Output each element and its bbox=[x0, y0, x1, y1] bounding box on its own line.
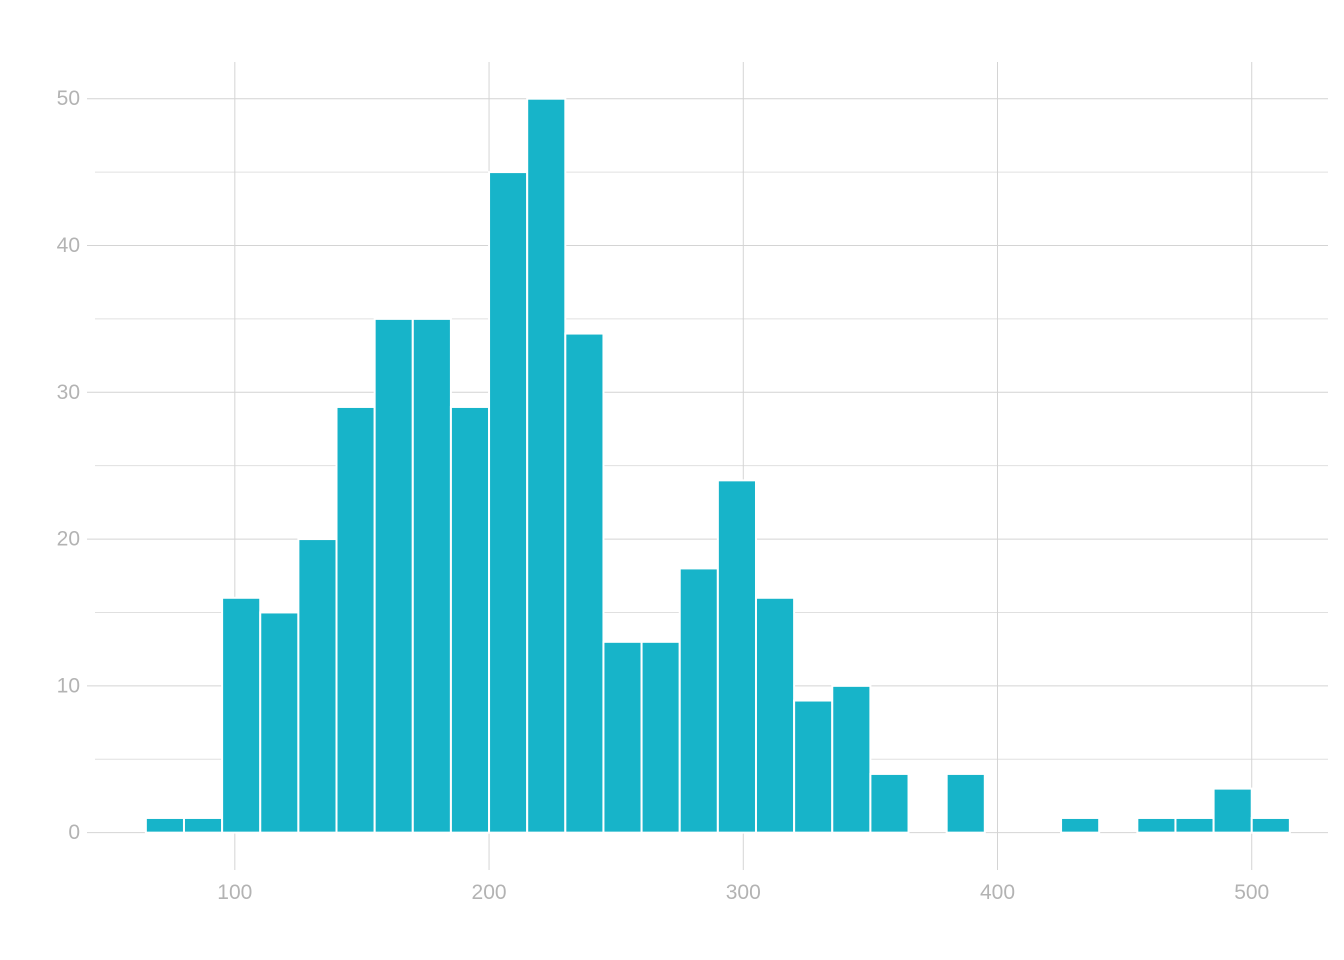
histogram-bar bbox=[297, 538, 338, 834]
histogram-bar bbox=[1212, 787, 1253, 834]
histogram-bar bbox=[678, 567, 719, 834]
x-tick-label: 400 bbox=[980, 881, 1015, 904]
histogram-bar bbox=[640, 640, 681, 834]
x-tick-label: 500 bbox=[1234, 881, 1269, 904]
histogram-bar bbox=[1136, 816, 1177, 834]
histogram-bar bbox=[754, 596, 796, 834]
histogram-bar bbox=[449, 405, 491, 834]
histogram-bar bbox=[335, 405, 376, 834]
histogram-bar bbox=[831, 684, 872, 834]
y-tick-label: 20 bbox=[57, 528, 80, 551]
y-tick-label: 30 bbox=[57, 381, 80, 404]
histogram-bars bbox=[144, 97, 1291, 834]
x-tick-label: 100 bbox=[217, 881, 252, 904]
histogram-bar bbox=[373, 317, 414, 834]
histogram-bar bbox=[1060, 816, 1101, 834]
y-axis: 0 10 20 30 40 50 bbox=[57, 87, 80, 844]
histogram-bar bbox=[221, 596, 262, 834]
histogram-bar bbox=[259, 611, 300, 834]
y-tick-label: 10 bbox=[57, 674, 80, 697]
y-tick-label: 40 bbox=[57, 234, 80, 257]
histogram-bar bbox=[1250, 816, 1291, 834]
histogram-bar bbox=[1174, 816, 1215, 834]
x-tick-label: 300 bbox=[726, 881, 761, 904]
histogram-bar bbox=[488, 171, 529, 834]
y-tick-label: 50 bbox=[57, 87, 80, 110]
histogram-bar bbox=[411, 317, 452, 834]
histogram-bar bbox=[869, 772, 910, 834]
histogram-bar bbox=[602, 640, 643, 834]
histogram-bar bbox=[945, 772, 986, 834]
histogram-bar bbox=[182, 816, 224, 834]
x-tick-label: 200 bbox=[472, 881, 507, 904]
histogram-bar bbox=[526, 97, 567, 834]
histogram-bar bbox=[564, 332, 605, 834]
y-tick-label: 0 bbox=[68, 821, 80, 844]
histogram-bar bbox=[144, 816, 185, 834]
histogram-bar bbox=[716, 479, 757, 834]
x-axis: 100 200 300 400 500 bbox=[217, 881, 1269, 904]
histogram-bar bbox=[793, 699, 834, 834]
